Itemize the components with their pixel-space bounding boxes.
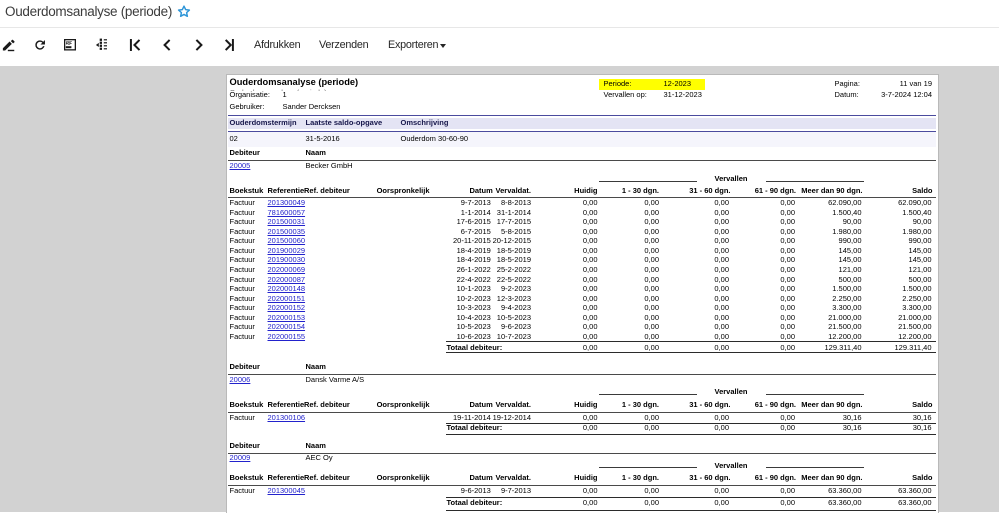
svg-text:PDF: PDF — [66, 41, 73, 46]
